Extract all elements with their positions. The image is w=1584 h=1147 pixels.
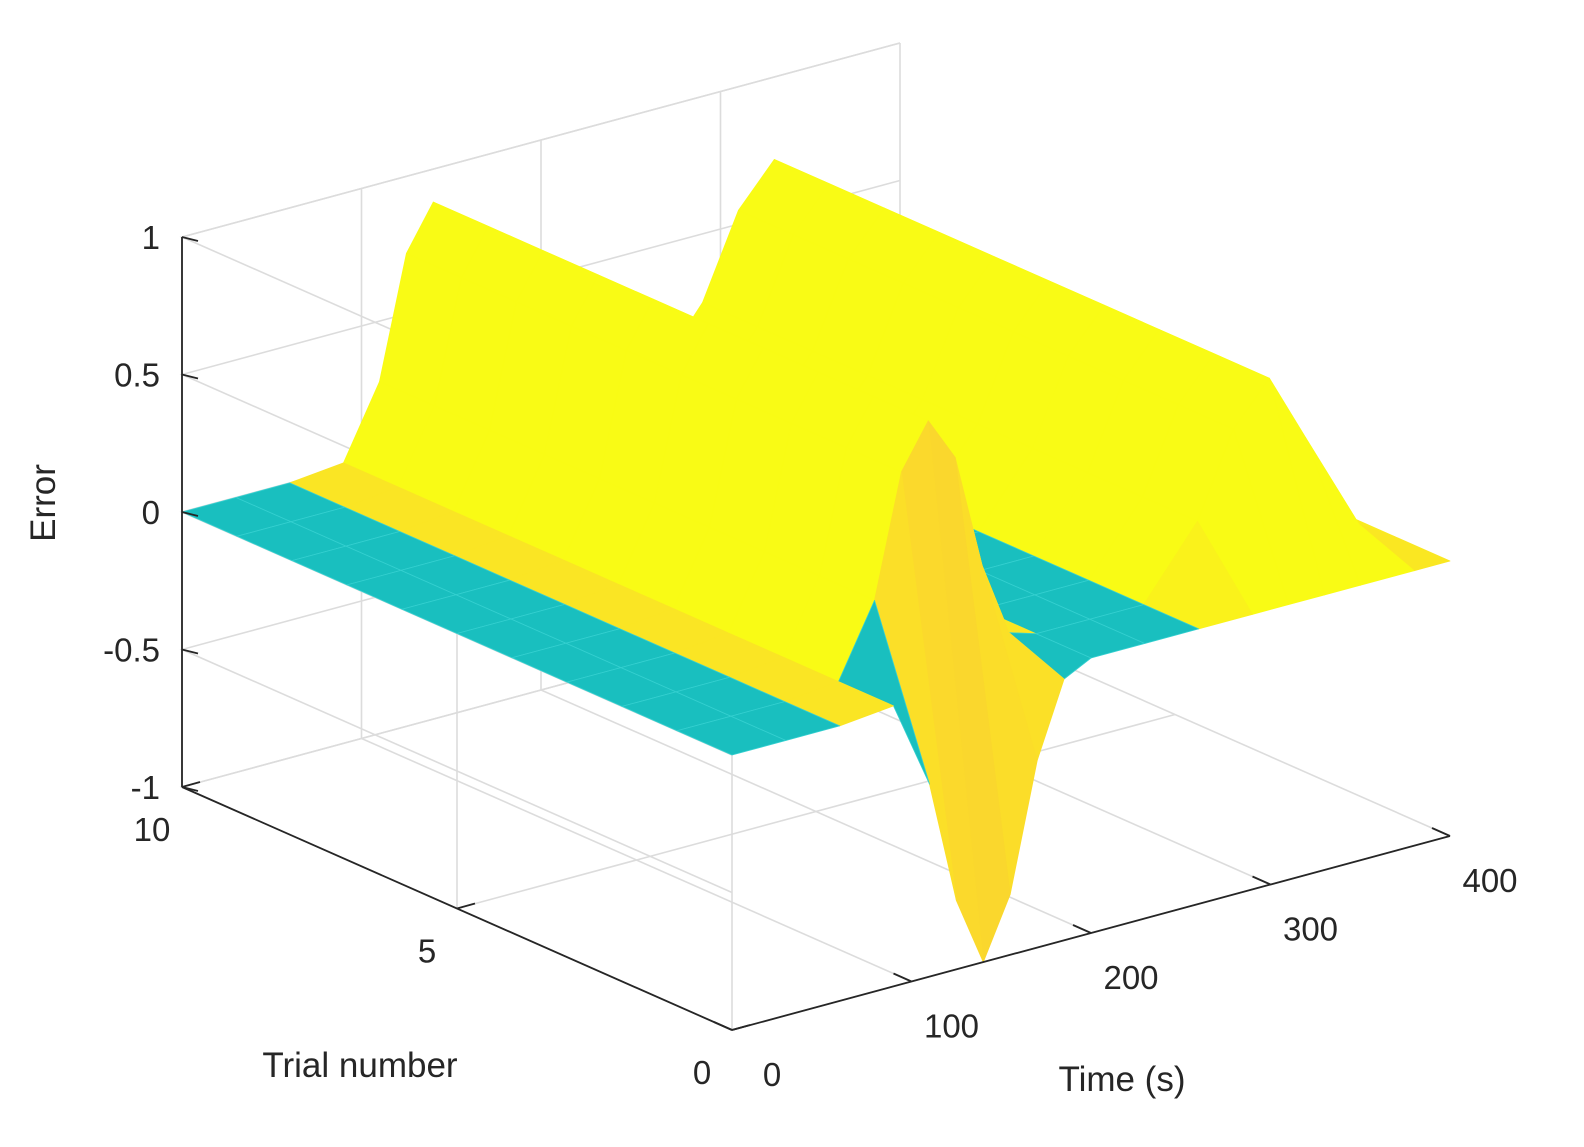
x-axis-label: Time (s): [1058, 1060, 1185, 1099]
z-tick-label: -1: [131, 769, 160, 806]
x-tick-mark: [713, 1021, 733, 1031]
y-tick-mark: [181, 781, 201, 788]
x-tick-label: 200: [1103, 959, 1158, 996]
z-tick-mark: [181, 786, 199, 792]
y-tick-label: 0: [693, 1054, 711, 1091]
z-axis-label: Error: [24, 464, 63, 542]
x-tick-label: 400: [1462, 862, 1517, 899]
z-tick-label: -0.5: [103, 632, 160, 669]
axis-layer: 0 100 200 300 400 0 5 10 -1 -0.5 0 0.5 1: [103, 219, 1517, 1093]
back-corner-edge: [181, 42, 901, 238]
y-tick-mark: [731, 1024, 751, 1031]
x-tick-mark: [1431, 827, 1451, 837]
x-tick-label: 300: [1283, 911, 1338, 948]
surface-layer: [181, 159, 1451, 963]
label-layer: Error Trial number Time (s): [24, 464, 1186, 1099]
x-tick-label: 100: [924, 1008, 979, 1045]
z-tick-mark: [181, 236, 199, 242]
surface-patch: [676, 715, 787, 756]
y-tick-mark: [456, 902, 476, 910]
y-axis-label: Trial number: [262, 1046, 457, 1085]
x-tick-label: 0: [763, 1056, 781, 1093]
z-tick-label: 0: [142, 494, 160, 531]
z-tick-mark: [181, 511, 199, 517]
z-tick-label: 1: [142, 219, 160, 256]
x-tick-mark: [1252, 875, 1271, 886]
z-tick-mark: [181, 373, 199, 380]
y-tick-label: 10: [134, 811, 171, 848]
z-tick-label: 0.5: [114, 357, 160, 394]
z-tick-mark: [181, 648, 199, 655]
x-tick-mark: [893, 972, 912, 983]
x-tick-mark: [1072, 924, 1092, 934]
y-tick-label: 5: [418, 933, 436, 970]
